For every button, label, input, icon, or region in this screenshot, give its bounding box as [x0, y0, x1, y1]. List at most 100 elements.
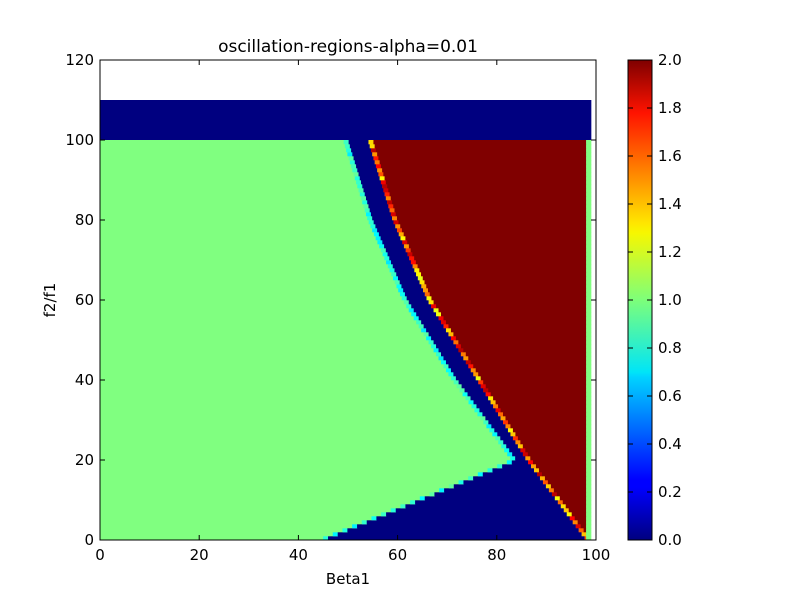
- heatmap-cell: [100, 328, 427, 333]
- heatmap-cell: [100, 344, 437, 349]
- heatmap-cell: [586, 260, 592, 265]
- heatmap-cell: [503, 440, 516, 445]
- heatmap-cell: [515, 432, 587, 437]
- heatmap-cell: [586, 520, 592, 525]
- heatmap-cell: [375, 224, 396, 229]
- heatmap-cell: [492, 468, 535, 473]
- heatmap-cell: [100, 376, 457, 381]
- heatmap-cell: [586, 528, 592, 533]
- heatmap-cell: [100, 280, 401, 285]
- heatmap-cell: [372, 152, 378, 157]
- heatmap-cell: [394, 268, 415, 273]
- heatmap-cell: [586, 316, 592, 321]
- heatmap-cell: [507, 452, 513, 457]
- heatmap-cell: [403, 244, 410, 249]
- heatmap-cell: [412, 252, 587, 257]
- heatmap-cell: [100, 404, 477, 409]
- heatmap-cell: [411, 304, 432, 309]
- heatmap-cell: [100, 204, 369, 209]
- heatmap-cell: [485, 384, 587, 389]
- heatmap-cell: [586, 272, 592, 277]
- heatmap-cell: [444, 488, 550, 493]
- heatmap-cell: [586, 368, 592, 373]
- heatmap-cell: [551, 492, 558, 497]
- heatmap-cell: [348, 156, 354, 161]
- heatmap-band: [100, 100, 592, 141]
- heatmap-cell: [517, 444, 524, 449]
- colorbar-tick-label: 0.6: [658, 387, 682, 405]
- heatmap-cell: [467, 392, 486, 397]
- heatmap-cell: [450, 376, 457, 381]
- y-tick-label: 80: [75, 211, 94, 229]
- heatmap-cell: [380, 236, 401, 241]
- heatmap-cell: [428, 340, 434, 345]
- heatmap-cell: [586, 516, 592, 521]
- heatmap-cell: [100, 296, 407, 301]
- heatmap-cell: [100, 468, 493, 473]
- heatmap-cell: [461, 384, 481, 389]
- heatmap-cell: [483, 388, 489, 393]
- heatmap-cell: [378, 172, 384, 177]
- heatmap-cell: [560, 504, 567, 509]
- heatmap-cell: [497, 432, 511, 437]
- heatmap-cell: [586, 356, 592, 361]
- heatmap-cell: [423, 324, 444, 329]
- heatmap-cell: [586, 416, 592, 421]
- heatmap-cell: [100, 240, 383, 245]
- heatmap-cell: [512, 436, 519, 441]
- heatmap-cell: [536, 472, 543, 477]
- heatmap-cell: [477, 412, 483, 417]
- heatmap-cell: [100, 212, 372, 217]
- heatmap-cell: [427, 288, 587, 293]
- heatmap-cell: [397, 276, 419, 281]
- heatmap-cell: [429, 492, 435, 497]
- heatmap-cell: [100, 432, 498, 437]
- heatmap-cell: [506, 460, 513, 465]
- heatmap-cell: [401, 296, 407, 301]
- heatmap-cell: [384, 256, 390, 261]
- heatmap-cell: [436, 344, 457, 349]
- heatmap-cell: [458, 340, 587, 345]
- heatmap-cell: [100, 160, 356, 165]
- heatmap-cell: [586, 240, 592, 245]
- heatmap-cell: [380, 180, 387, 185]
- heatmap-cell: [100, 256, 390, 261]
- heatmap-cell: [408, 308, 415, 313]
- heatmap-cell: [475, 376, 481, 381]
- heatmap-cell: [586, 504, 592, 509]
- heatmap-cell: [483, 380, 587, 385]
- heatmap-cell: [443, 324, 449, 329]
- heatmap-cell: [500, 416, 506, 421]
- colorbar-ticks: 0.0 0.2 0.4 0.6 0.8 1.0 1.2 1.4 1.6 1.8 2.0: [628, 51, 682, 549]
- heatmap-cell: [396, 272, 417, 277]
- colorbar-tick-label: 0.8: [658, 339, 682, 357]
- heatmap-cell: [586, 176, 592, 181]
- heatmap-cell: [428, 300, 434, 305]
- heatmap-cell: [525, 456, 531, 461]
- heatmap-cell: [538, 468, 587, 473]
- heatmap-cell: [455, 376, 477, 381]
- heatmap-cell: [100, 368, 452, 373]
- heatmap-cell: [417, 264, 587, 269]
- heatmap-cell: [571, 512, 587, 517]
- heatmap-cell: [370, 148, 377, 153]
- heatmap-cell: [586, 364, 592, 369]
- heatmap-cell: [586, 360, 592, 365]
- heatmap-cell: [448, 484, 455, 489]
- heatmap-cell: [522, 444, 587, 449]
- heatmap-cell: [418, 316, 439, 321]
- heatmap-cell: [403, 300, 410, 305]
- heatmap-cell: [528, 460, 534, 465]
- heatmap-cell: [400, 504, 406, 509]
- heatmap-cell: [465, 352, 587, 357]
- heatmap-cell: [503, 420, 509, 425]
- heatmap-cell: [586, 264, 592, 269]
- heatmap-cell: [347, 528, 579, 533]
- heatmap-cell: [347, 152, 353, 157]
- heatmap-cell: [410, 500, 416, 505]
- heatmap-cell: [357, 524, 576, 529]
- heatmap-cell: [486, 424, 492, 429]
- heatmap-cell: [401, 228, 587, 233]
- heatmap-cell: [431, 344, 437, 349]
- heatmap-cell: [586, 420, 592, 425]
